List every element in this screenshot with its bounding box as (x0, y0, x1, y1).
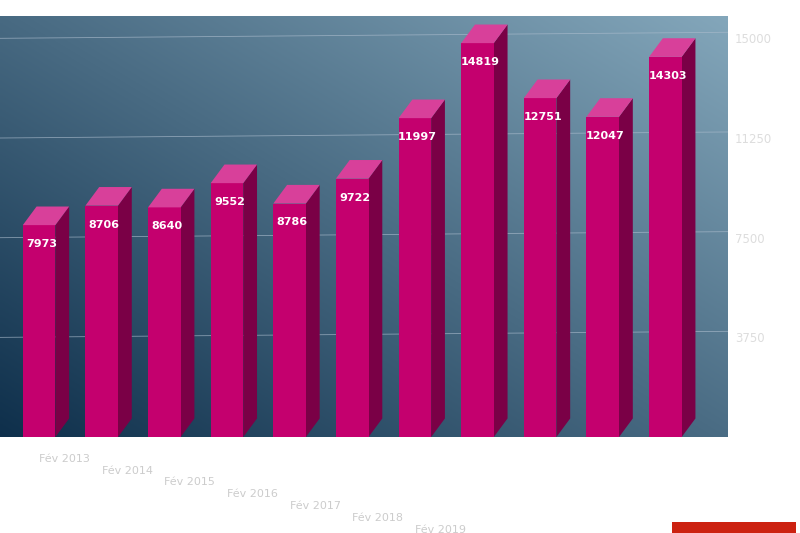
Bar (86, 206, 118, 437)
Polygon shape (398, 100, 445, 118)
Text: 14819: 14819 (461, 57, 499, 67)
Polygon shape (649, 38, 695, 57)
Text: Fév 2018: Fév 2018 (352, 513, 403, 523)
Text: emoto: emoto (684, 490, 784, 518)
Bar (524, 98, 556, 437)
Polygon shape (431, 100, 445, 437)
Text: 12751: 12751 (523, 112, 562, 122)
Polygon shape (118, 187, 132, 437)
Bar (462, 43, 494, 437)
Bar (210, 183, 243, 437)
Polygon shape (494, 25, 507, 437)
Polygon shape (243, 165, 257, 437)
Text: Fév 2016: Fév 2016 (227, 489, 278, 499)
Bar (398, 118, 431, 437)
Bar (672, 522, 796, 533)
Polygon shape (336, 160, 382, 179)
Text: 8640: 8640 (151, 221, 182, 231)
Polygon shape (306, 185, 320, 437)
Text: Fév 2015: Fév 2015 (164, 478, 215, 488)
Text: Fév 2013: Fév 2013 (39, 454, 90, 464)
Polygon shape (210, 165, 257, 183)
Text: 8706: 8706 (89, 220, 120, 230)
Text: Fév 2014: Fév 2014 (102, 466, 153, 475)
Bar (586, 117, 619, 437)
Polygon shape (586, 98, 633, 117)
Bar (336, 179, 369, 437)
Text: 8786: 8786 (277, 217, 308, 228)
Text: 9552: 9552 (214, 197, 245, 207)
Bar (649, 57, 682, 437)
Polygon shape (86, 187, 132, 206)
Text: Fév 2019: Fév 2019 (415, 524, 466, 533)
Polygon shape (22, 206, 69, 225)
Polygon shape (556, 79, 570, 437)
Polygon shape (274, 185, 320, 204)
Text: Fév 2017: Fév 2017 (290, 501, 341, 511)
Polygon shape (369, 160, 382, 437)
Polygon shape (148, 189, 194, 207)
Polygon shape (55, 206, 69, 437)
Bar (274, 204, 306, 437)
Polygon shape (181, 189, 194, 437)
Text: 12047: 12047 (586, 131, 625, 141)
Text: 14303: 14303 (649, 71, 687, 81)
Text: 11997: 11997 (398, 132, 437, 142)
Text: 9722: 9722 (339, 192, 370, 203)
Polygon shape (462, 25, 507, 43)
Text: 7973: 7973 (26, 239, 57, 249)
Bar (22, 225, 55, 437)
Polygon shape (619, 98, 633, 437)
Bar (148, 207, 181, 437)
Polygon shape (524, 79, 570, 98)
Polygon shape (682, 38, 695, 437)
